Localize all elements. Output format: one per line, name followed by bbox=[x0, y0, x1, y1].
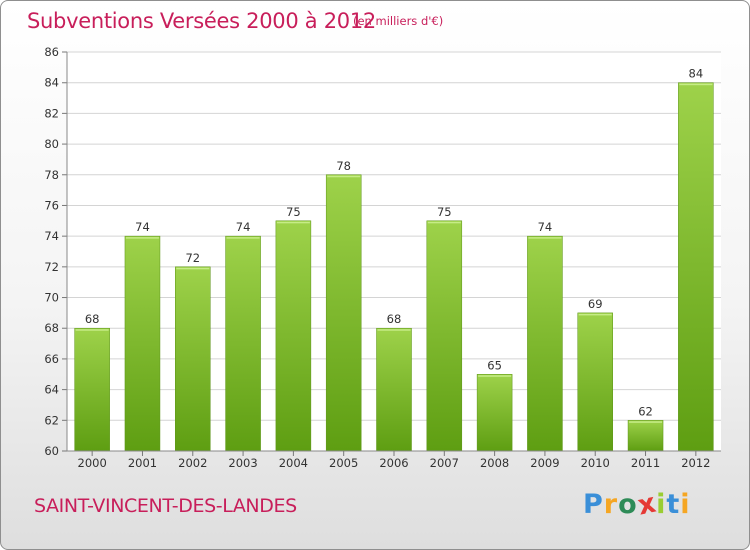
bar-highlight bbox=[629, 421, 663, 423]
y-tick-label: 78 bbox=[44, 168, 59, 182]
value-label-2010: 69 bbox=[588, 297, 603, 311]
x-tick-label-2006: 2006 bbox=[379, 456, 408, 470]
y-tick-label: 62 bbox=[44, 413, 59, 427]
commune-name: SAINT-VINCENT-DES-LANDES bbox=[34, 495, 297, 517]
x-tick-label-2010: 2010 bbox=[581, 456, 610, 470]
bar-highlight bbox=[679, 83, 713, 86]
proxiti-logo: Proxiti bbox=[583, 487, 691, 521]
x-tick-label-2008: 2008 bbox=[480, 456, 509, 470]
value-label-2003: 74 bbox=[236, 220, 251, 234]
y-tick-label: 66 bbox=[44, 352, 59, 366]
bar-2006 bbox=[376, 327, 412, 452]
chart-title: Subventions Versées 2000 à 2012 bbox=[27, 9, 376, 33]
x-tick-label-2007: 2007 bbox=[430, 456, 459, 470]
y-tick-label: 70 bbox=[44, 291, 59, 305]
bar-2008 bbox=[476, 374, 513, 452]
bar-2001 bbox=[124, 235, 161, 452]
value-label-2006: 68 bbox=[387, 312, 402, 326]
value-label-2005: 78 bbox=[336, 159, 351, 173]
logo-letter: t bbox=[666, 489, 681, 520]
bar-2000 bbox=[74, 327, 110, 452]
bar-2002 bbox=[175, 266, 211, 452]
bar-highlight bbox=[427, 221, 461, 224]
logo-letter: i bbox=[656, 489, 667, 520]
bar-layer: 68 74 72 74 75 78 68 75 65 74 69 62 84 bbox=[74, 67, 714, 452]
y-tick-label: 76 bbox=[44, 198, 59, 212]
bar-2012 bbox=[678, 82, 714, 452]
value-label-2002: 72 bbox=[185, 251, 200, 265]
value-label-2011: 62 bbox=[638, 404, 653, 418]
bar-highlight bbox=[176, 267, 210, 270]
bar-highlight bbox=[226, 237, 260, 239]
bar-highlight bbox=[377, 329, 411, 331]
bar-highlight bbox=[478, 375, 512, 377]
y-tick-label: 60 bbox=[44, 444, 59, 458]
bar-highlight bbox=[125, 237, 159, 239]
y-tick-label: 80 bbox=[44, 137, 59, 151]
y-tick-label: 72 bbox=[44, 260, 59, 274]
value-label-2007: 75 bbox=[437, 205, 452, 219]
x-tick-label-2002: 2002 bbox=[178, 456, 207, 470]
bar-2004 bbox=[275, 220, 312, 452]
value-label-2000: 68 bbox=[85, 312, 100, 326]
x-tick-label-2004: 2004 bbox=[279, 456, 308, 470]
x-tick-label-2009: 2009 bbox=[530, 456, 559, 470]
logo-letter: o bbox=[618, 489, 638, 520]
bar-highlight bbox=[276, 221, 310, 224]
y-tick-label: 64 bbox=[44, 383, 59, 397]
value-label-2004: 75 bbox=[286, 205, 301, 219]
bar-2007 bbox=[426, 220, 463, 452]
value-label-2012: 84 bbox=[689, 67, 704, 81]
x-tick-label-2011: 2011 bbox=[631, 456, 660, 470]
x-tick-label-2000: 2000 bbox=[78, 456, 107, 470]
bar-2003 bbox=[225, 235, 261, 452]
bar-highlight bbox=[75, 329, 109, 331]
x-tick-label-2003: 2003 bbox=[228, 456, 257, 470]
value-label-2001: 74 bbox=[135, 220, 150, 234]
chart-subtitle: (en milliers d'€) bbox=[353, 14, 444, 28]
y-tick-label: 84 bbox=[44, 76, 59, 90]
x-tick-label-2012: 2012 bbox=[681, 456, 710, 470]
value-label-2009: 74 bbox=[538, 220, 553, 234]
y-tick-label: 86 bbox=[44, 45, 59, 59]
bar-highlight bbox=[327, 175, 361, 178]
bar-2011 bbox=[627, 420, 664, 452]
bar-2009 bbox=[527, 235, 563, 452]
bar-2005 bbox=[325, 174, 362, 452]
y-tick-label: 68 bbox=[44, 321, 59, 335]
bar-2010 bbox=[577, 312, 613, 452]
logo-letter: i bbox=[680, 489, 691, 520]
bar-highlight bbox=[578, 313, 612, 316]
x-tick-label-2005: 2005 bbox=[329, 456, 358, 470]
logo-letter: r bbox=[603, 489, 619, 520]
x-tick-label-2001: 2001 bbox=[128, 456, 157, 470]
axis-layer: 60 62 64 66 68 70 72 74 76 78 80 82 84 86 2000 2001 2002… bbox=[44, 45, 721, 470]
logo-letter: P bbox=[583, 489, 604, 520]
y-tick-label: 82 bbox=[44, 106, 59, 120]
value-label-2008: 65 bbox=[487, 358, 502, 372]
y-tick-label: 74 bbox=[44, 229, 59, 243]
bar-highlight bbox=[528, 237, 562, 239]
